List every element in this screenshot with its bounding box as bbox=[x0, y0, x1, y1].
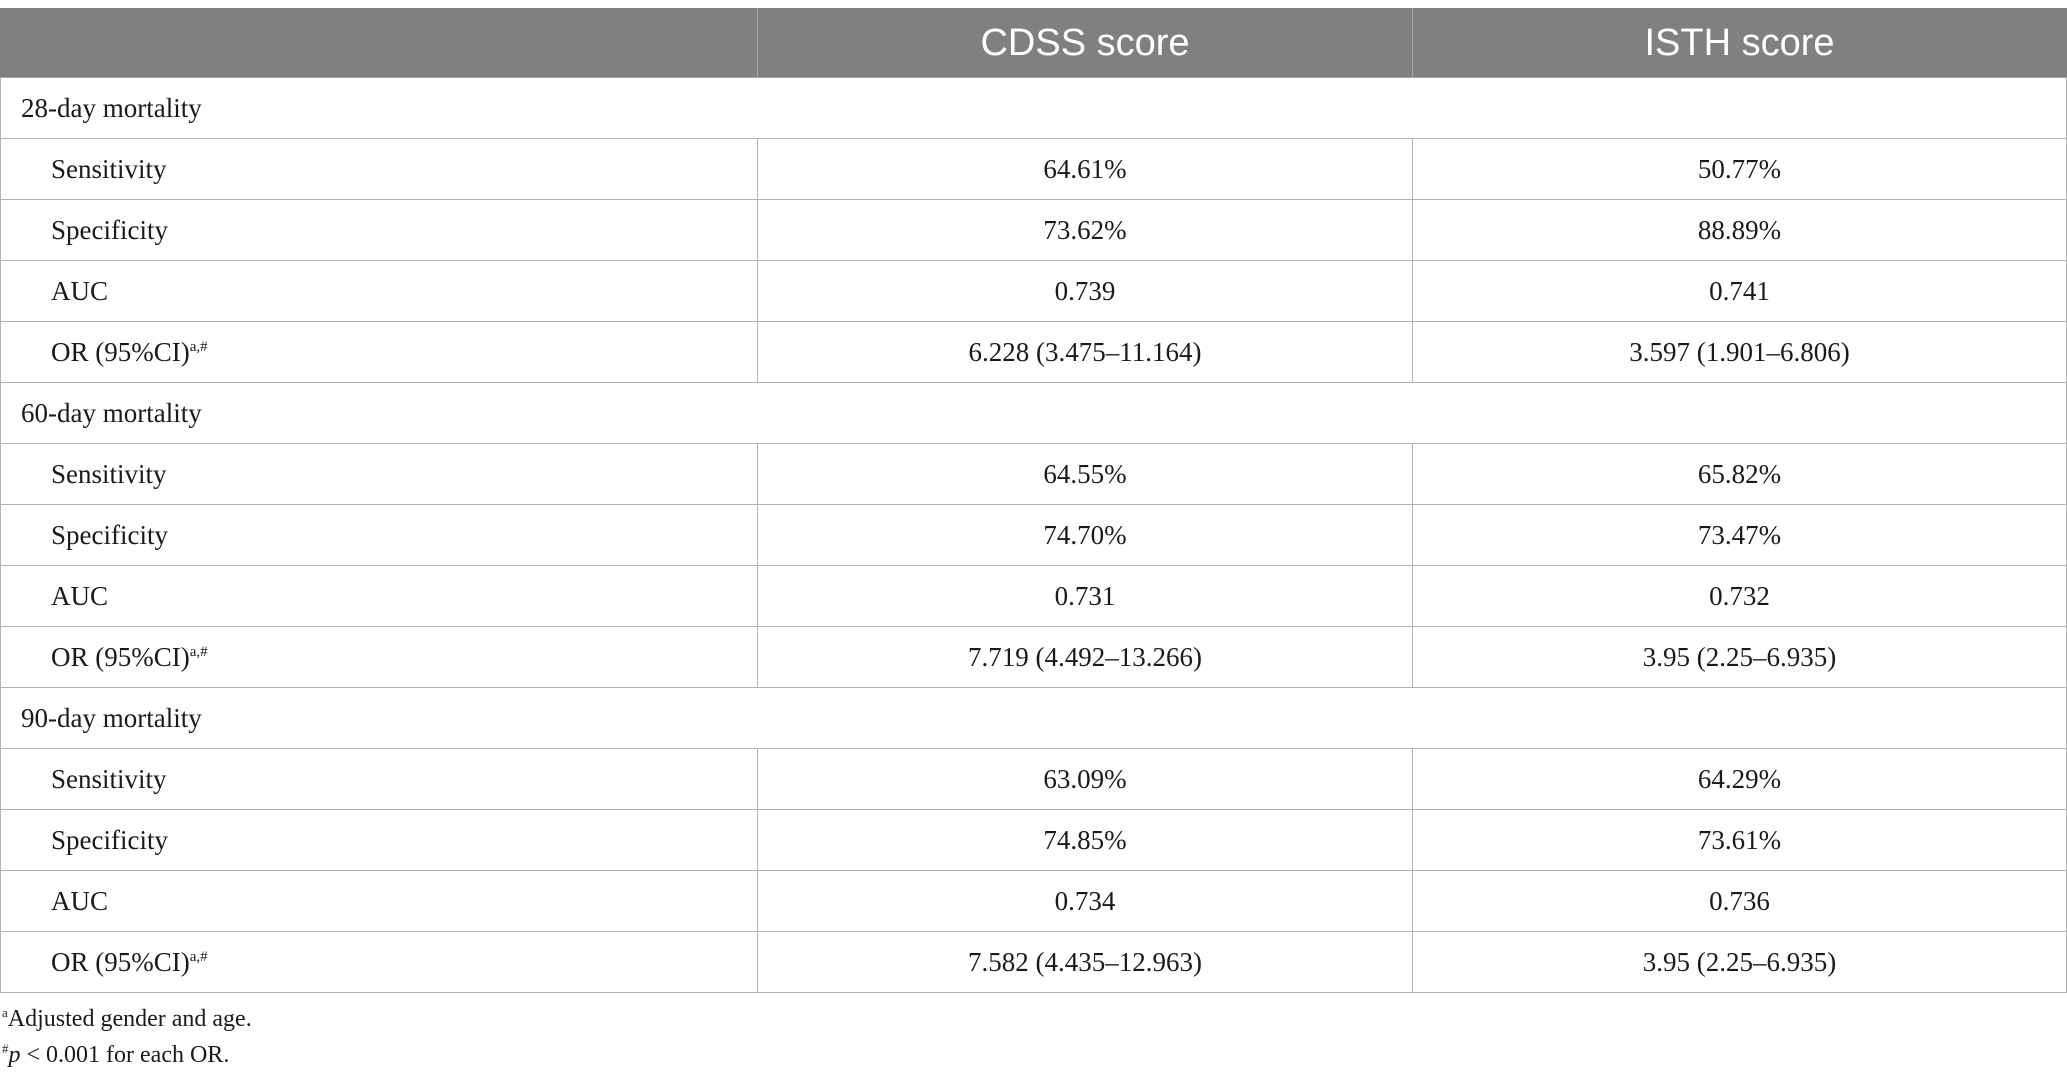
row-label-cell: OR (95%CI)a,# bbox=[0, 626, 758, 688]
header-row: CDSS score ISTH score bbox=[0, 8, 2067, 78]
isth-value: 65.82% bbox=[1412, 443, 2067, 505]
section-title: 28-day mortality bbox=[0, 77, 2067, 139]
isth-value: 3.95 (2.25–6.935) bbox=[1412, 931, 2067, 993]
table-row: Sensitivity 64.61% 50.77% bbox=[0, 138, 2067, 200]
table-row: Specificity 74.70% 73.47% bbox=[0, 504, 2067, 566]
cdss-value: 73.62% bbox=[757, 199, 1413, 261]
footnote-a-text: Adjusted gender and age. bbox=[7, 1006, 252, 1032]
cdss-value: 0.739 bbox=[757, 260, 1413, 322]
section-title: 60-day mortality bbox=[0, 382, 2067, 444]
section-row: 60-day mortality bbox=[0, 382, 2067, 444]
table-row: Sensitivity 63.09% 64.29% bbox=[0, 748, 2067, 810]
section-title: 90-day mortality bbox=[0, 687, 2067, 749]
table-header: CDSS score ISTH score bbox=[0, 8, 2067, 78]
section-row: 28-day mortality bbox=[0, 77, 2067, 139]
row-label: AUC bbox=[51, 275, 109, 306]
row-label: Specificity bbox=[51, 519, 168, 550]
table-row: Specificity 74.85% 73.61% bbox=[0, 809, 2067, 871]
row-label-cell: AUC bbox=[0, 870, 758, 932]
isth-value: 88.89% bbox=[1412, 199, 2067, 261]
row-label-cell: Specificity bbox=[0, 809, 758, 871]
table-row: AUC 0.739 0.741 bbox=[0, 260, 2067, 322]
table-body: 28-day mortality Sensitivity 64.61% 50.77% S… bbox=[0, 77, 2067, 993]
footnote-hash-text: < 0.001 for each OR. bbox=[20, 1042, 230, 1068]
row-label: OR (95%CI) bbox=[51, 946, 190, 977]
cdss-value: 0.731 bbox=[757, 565, 1413, 627]
footnote-a-mark: a bbox=[2, 1005, 8, 1020]
row-label-cell: AUC bbox=[0, 260, 758, 322]
footnote-ref: a,# bbox=[189, 948, 208, 965]
row-label: OR (95%CI) bbox=[51, 641, 190, 672]
footnote-hash-mark: # bbox=[2, 1041, 9, 1056]
table-row: OR (95%CI)a,# 6.228 (3.475–11.164) 3.597 (… bbox=[0, 321, 2067, 383]
isth-value: 3.95 (2.25–6.935) bbox=[1412, 626, 2067, 688]
cdss-value: 64.55% bbox=[757, 443, 1413, 505]
isth-value: 50.77% bbox=[1412, 138, 2067, 200]
isth-value: 0.741 bbox=[1412, 260, 2067, 322]
row-label-cell: OR (95%CI)a,# bbox=[0, 321, 758, 383]
table-row: AUC 0.731 0.732 bbox=[0, 565, 2067, 627]
isth-value: 3.597 (1.901–6.806) bbox=[1412, 321, 2067, 383]
row-label: AUC bbox=[51, 580, 109, 611]
footnote-ref: a,# bbox=[189, 338, 208, 355]
isth-value: 73.47% bbox=[1412, 504, 2067, 566]
isth-value: 73.61% bbox=[1412, 809, 2067, 871]
row-label: Sensitivity bbox=[51, 763, 167, 794]
row-label-cell: Sensitivity bbox=[0, 443, 758, 505]
header-cell-isth: ISTH score bbox=[1412, 8, 2067, 78]
footnote-hash: #p < 0.001 for each OR. bbox=[2, 1037, 2067, 1073]
table-row: OR (95%CI)a,# 7.719 (4.492–13.266) 3.95 (2… bbox=[0, 626, 2067, 688]
footnotes: aAdjusted gender and age. #p < 0.001 for… bbox=[0, 1001, 2067, 1073]
row-label: OR (95%CI) bbox=[51, 336, 190, 367]
isth-value: 64.29% bbox=[1412, 748, 2067, 810]
table-row: AUC 0.734 0.736 bbox=[0, 870, 2067, 932]
cdss-value: 63.09% bbox=[757, 748, 1413, 810]
cdss-value: 0.734 bbox=[757, 870, 1413, 932]
cdss-value: 7.719 (4.492–13.266) bbox=[757, 626, 1413, 688]
table-row: Specificity 73.62% 88.89% bbox=[0, 199, 2067, 261]
row-label-cell: OR (95%CI)a,# bbox=[0, 931, 758, 993]
cdss-value: 6.228 (3.475–11.164) bbox=[757, 321, 1413, 383]
section-row: 90-day mortality bbox=[0, 687, 2067, 749]
header-cell-empty bbox=[0, 8, 758, 78]
row-label-cell: Specificity bbox=[0, 199, 758, 261]
isth-value: 0.732 bbox=[1412, 565, 2067, 627]
row-label: Sensitivity bbox=[51, 153, 167, 184]
row-label-cell: Sensitivity bbox=[0, 748, 758, 810]
row-label: AUC bbox=[51, 885, 109, 916]
row-label-cell: Specificity bbox=[0, 504, 758, 566]
isth-value: 0.736 bbox=[1412, 870, 2067, 932]
cdss-value: 74.85% bbox=[757, 809, 1413, 871]
row-label-cell: AUC bbox=[0, 565, 758, 627]
cdss-value: 74.70% bbox=[757, 504, 1413, 566]
results-table: CDSS score ISTH score 28-day mortality Se… bbox=[0, 8, 2067, 993]
cdss-value: 7.582 (4.435–12.963) bbox=[757, 931, 1413, 993]
row-label: Sensitivity bbox=[51, 458, 167, 489]
footnote-a: aAdjusted gender and age. bbox=[2, 1001, 2067, 1037]
footnote-hash-p: p bbox=[8, 1042, 21, 1068]
row-label-cell: Sensitivity bbox=[0, 138, 758, 200]
table-row: Sensitivity 64.55% 65.82% bbox=[0, 443, 2067, 505]
footnote-ref: a,# bbox=[189, 643, 208, 660]
row-label: Specificity bbox=[51, 214, 168, 245]
table-row: OR (95%CI)a,# 7.582 (4.435–12.963) 3.95 (2… bbox=[0, 931, 2067, 993]
header-cell-cdss: CDSS score bbox=[757, 8, 1413, 78]
row-label: Specificity bbox=[51, 824, 168, 855]
table-container: CDSS score ISTH score 28-day mortality Se… bbox=[0, 8, 2067, 1073]
cdss-value: 64.61% bbox=[757, 138, 1413, 200]
